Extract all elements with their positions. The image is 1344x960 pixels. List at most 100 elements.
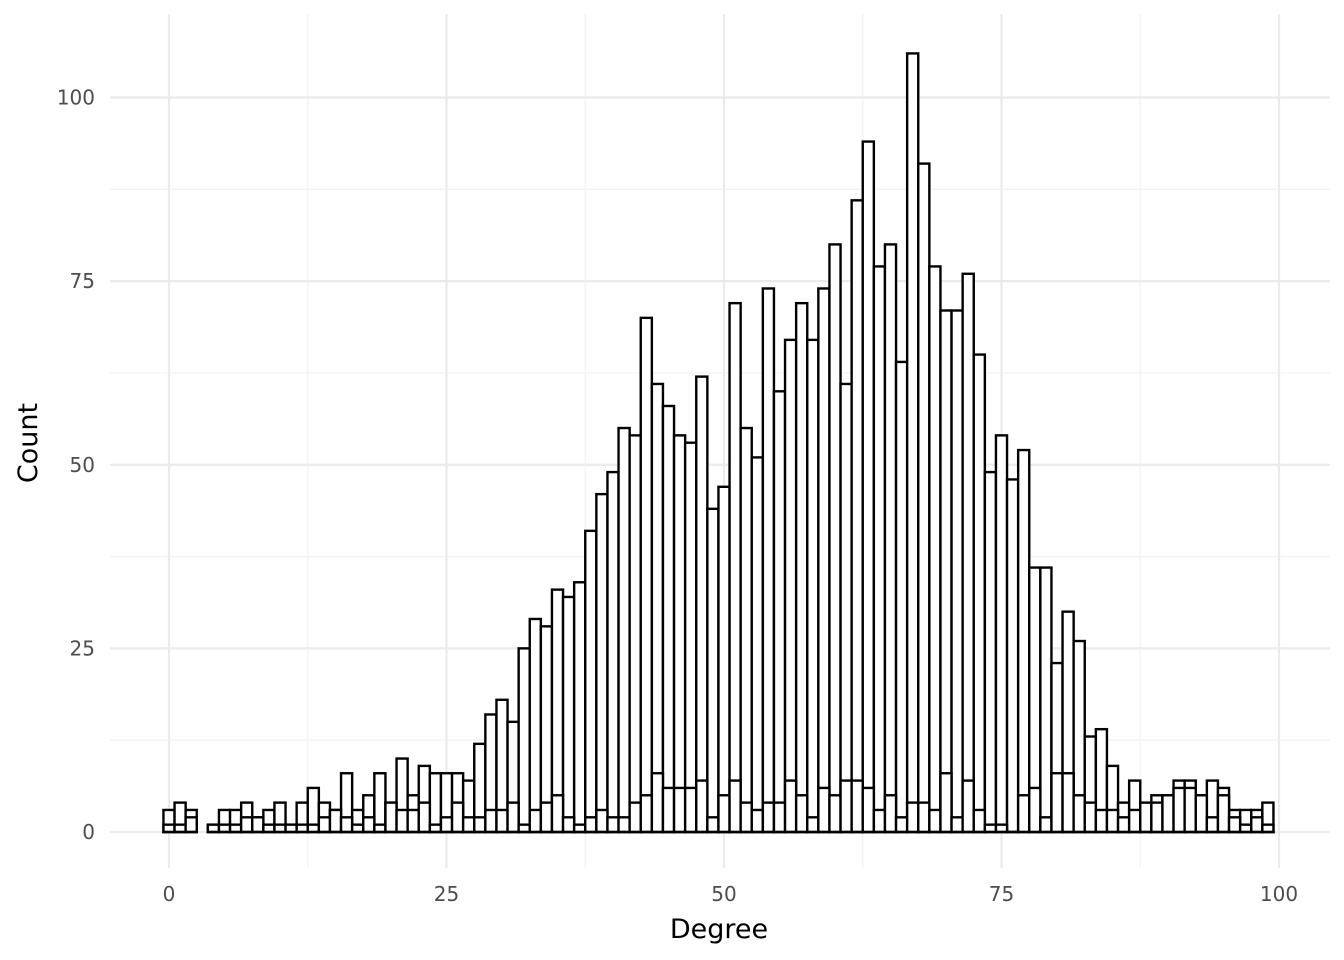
histogram-bar xyxy=(1005,478,1020,834)
histogram-bar xyxy=(473,816,487,834)
histogram-bar xyxy=(528,617,543,834)
histogram-bar xyxy=(872,808,887,834)
histogram-bar xyxy=(1094,808,1109,834)
histogram-bar xyxy=(928,265,942,834)
histogram-bar xyxy=(939,309,953,834)
histogram-bar xyxy=(883,794,898,834)
histogram-bar xyxy=(761,287,776,834)
histogram-bar xyxy=(850,779,864,834)
histogram-bar xyxy=(1016,448,1031,834)
histogram-bar xyxy=(905,52,920,834)
histogram-bar xyxy=(917,801,931,834)
y-axis-title: Count xyxy=(13,403,44,483)
histogram-bar xyxy=(1250,816,1264,834)
x-tick-label: 0 xyxy=(163,882,176,906)
histogram-bar xyxy=(584,529,598,834)
histogram-bar xyxy=(983,470,998,834)
histogram-bar xyxy=(917,162,931,834)
histogram-bar xyxy=(650,382,665,834)
histogram-bar xyxy=(1061,772,1075,834)
histogram-bar xyxy=(1127,808,1142,834)
histogram-bar xyxy=(950,309,964,834)
histogram-bar xyxy=(539,625,554,834)
histogram-bar xyxy=(617,426,631,834)
histogram-bar xyxy=(861,140,876,834)
histogram-bar xyxy=(739,801,753,834)
histogram-bar xyxy=(406,808,420,834)
histogram-bar xyxy=(550,794,565,834)
histogram-bar xyxy=(239,816,254,834)
histogram-bar xyxy=(617,816,631,834)
histogram-bar xyxy=(661,404,676,834)
histogram-bar xyxy=(628,801,642,834)
histogram-bars xyxy=(162,52,1275,834)
histogram-bar xyxy=(828,243,842,834)
histogram-bar xyxy=(384,801,398,834)
histogram-bar xyxy=(1161,794,1175,834)
histogram-bar xyxy=(1039,566,1053,834)
y-tick-label: 50 xyxy=(70,453,95,477)
histogram-bar xyxy=(1227,816,1242,834)
histogram-bar xyxy=(706,816,720,834)
histogram-bar xyxy=(972,808,987,834)
histogram-bar xyxy=(839,382,853,834)
histogram-bar xyxy=(739,426,753,834)
histogram-bar xyxy=(1216,794,1231,834)
histogram-bar xyxy=(961,779,975,834)
histogram-bar xyxy=(817,287,831,834)
histogram-bar xyxy=(506,801,520,834)
histogram-bar xyxy=(1116,816,1131,834)
histogram-bar xyxy=(484,808,498,834)
histogram-bar xyxy=(783,338,798,834)
histogram-bar xyxy=(894,816,909,834)
histogram-bar xyxy=(728,301,742,834)
histogram-bar xyxy=(1194,794,1209,834)
histogram-bar xyxy=(683,786,698,834)
histogram-bar xyxy=(1072,794,1086,834)
x-tick-label: 75 xyxy=(989,882,1014,906)
y-tick-label: 100 xyxy=(57,86,95,110)
histogram-bar xyxy=(695,375,709,834)
x-tick-label: 50 xyxy=(711,882,736,906)
histogram-bar xyxy=(750,808,765,834)
histogram-bar xyxy=(806,816,820,834)
histogram-bar xyxy=(1183,786,1197,834)
histogram-bar xyxy=(683,441,698,834)
histogram-bar xyxy=(417,801,432,834)
y-tick-label: 75 xyxy=(70,269,95,293)
histogram-bar xyxy=(928,808,942,834)
histogram-bar xyxy=(1016,794,1031,834)
histogram-bar xyxy=(1028,786,1042,834)
histogram-bar xyxy=(750,456,765,834)
histogram-bar xyxy=(905,801,920,834)
histogram-bar xyxy=(939,772,953,834)
histogram-bar xyxy=(772,390,787,834)
histogram-bar xyxy=(561,816,576,834)
histogram-bar xyxy=(517,647,531,834)
histogram-bar xyxy=(584,816,598,834)
histogram-bar xyxy=(595,808,609,834)
histogram-bar xyxy=(806,338,820,834)
histogram-bar xyxy=(184,816,198,834)
histogram-bar xyxy=(894,360,909,834)
histogram-bar xyxy=(439,816,454,834)
histogram-bar xyxy=(961,272,975,834)
histogram-bar xyxy=(362,816,376,834)
histogram-bar xyxy=(1083,801,1098,834)
histogram-bar xyxy=(639,794,654,834)
y-axis-tick-labels: 0 25 50 75 100 xyxy=(57,86,95,845)
histogram-bar xyxy=(1050,772,1064,834)
histogram-bar xyxy=(772,801,787,834)
histogram-bar xyxy=(495,808,509,834)
histogram-bar xyxy=(639,316,654,834)
histogram-bar xyxy=(695,779,709,834)
histogram-bar xyxy=(950,816,964,834)
histogram-bar xyxy=(861,786,876,834)
histogram-bar xyxy=(395,808,409,834)
histogram-bar xyxy=(450,801,465,834)
histogram-bar xyxy=(606,816,620,834)
histogram-bar xyxy=(717,485,731,834)
histogram-bar xyxy=(850,199,864,834)
histogram-bar xyxy=(794,301,809,834)
histogram-bar xyxy=(883,243,898,834)
